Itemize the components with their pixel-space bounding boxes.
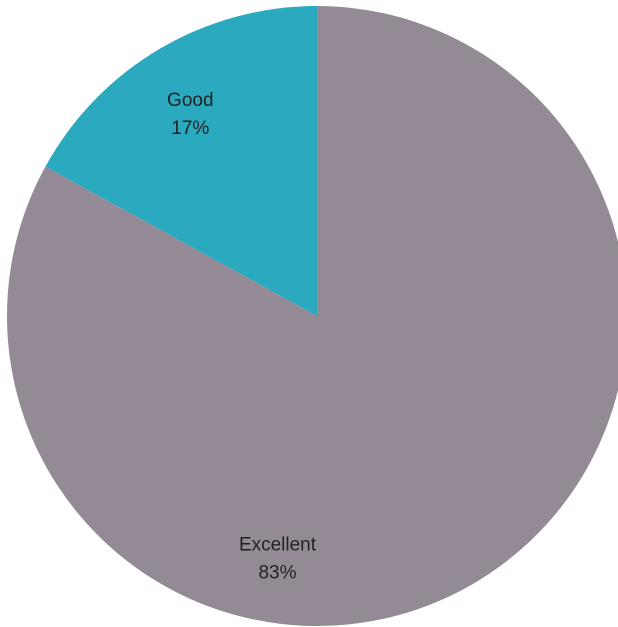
pie-labels: Good 17% Excellent 83% bbox=[167, 90, 317, 583]
pie-slice-excellent bbox=[7, 6, 618, 626]
slice-value-label: 17% bbox=[171, 118, 209, 139]
pie-slices bbox=[7, 6, 618, 626]
pie-slice-good bbox=[45, 6, 318, 316]
slice-category-label: Excellent bbox=[239, 535, 317, 556]
slice-category-label: Good bbox=[167, 90, 213, 111]
slice-value-label: 83% bbox=[258, 563, 296, 584]
